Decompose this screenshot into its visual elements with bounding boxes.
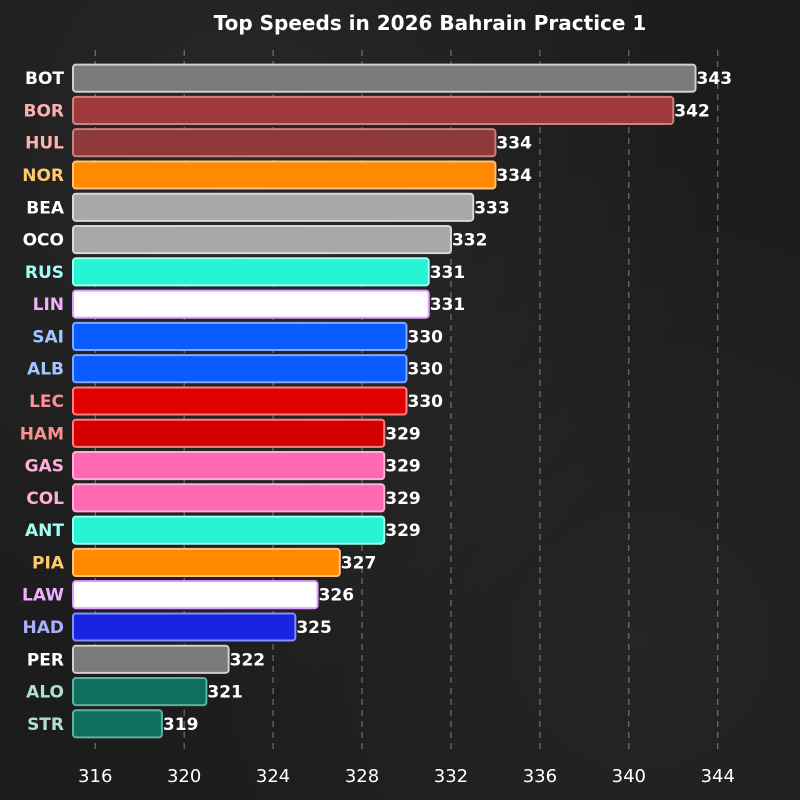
category-label: ANT [25,521,64,541]
value-label: 330 [408,392,444,412]
x-tick-label: 332 [434,766,468,787]
bar-pia [72,547,341,577]
x-tick-label: 344 [701,766,735,787]
bar-ham [72,418,386,448]
value-label: 321 [207,683,243,703]
bar-had [72,612,297,642]
category-label: OCO [23,231,64,251]
category-label: HUL [25,134,64,154]
bar-per [72,644,230,674]
bar-bor [72,95,675,125]
value-label: 325 [296,618,332,638]
bars [72,63,697,739]
category-label: GAS [25,457,64,477]
bar-alo [72,677,208,707]
bar-bot [72,63,697,93]
value-label: 329 [385,424,421,444]
value-label: 329 [385,457,421,477]
bar-alb [72,354,408,384]
value-label: 342 [674,101,710,121]
value-label: 333 [474,198,510,218]
category-label: ALO [26,683,64,703]
x-tick-label: 316 [78,766,112,787]
value-label: 332 [452,231,488,251]
bar-rus [72,257,430,287]
bar-sai [72,321,408,351]
category-label: ALB [27,360,64,380]
category-label: NOR [22,166,64,186]
category-label: LEC [29,392,64,412]
bar-str [72,709,163,739]
bar-hul [72,128,497,158]
bar-nor [72,160,497,190]
chart-title: Top Speeds in 2026 Bahrain Practice 1 [214,11,647,35]
bar-law [72,580,319,610]
value-label: 330 [408,327,444,347]
category-labels: BOT BOR HUL NOR BEA OCO RUS LIN SAI ALB LEC HAM GAS C… [20,69,65,735]
category-label: COL [26,489,64,509]
category-label: LIN [33,295,64,315]
category-label: STR [27,715,64,735]
category-label: SAI [32,327,64,347]
bar-lec [72,386,408,416]
value-label: 331 [430,295,466,315]
bar-col [72,483,386,513]
category-label: BEA [26,198,65,218]
bar-gas [72,451,386,481]
value-label: 326 [319,586,355,606]
x-tick-label: 328 [345,766,379,787]
value-label: 334 [496,166,532,186]
category-label: BOR [24,101,65,121]
bar-oco [72,225,452,255]
x-tick-label: 340 [612,766,646,787]
bar-ant [72,515,386,545]
value-label: 329 [385,489,421,509]
category-label: RUS [25,263,64,283]
category-label: HAD [23,618,65,638]
value-label: 330 [408,360,444,380]
category-label: PIA [32,553,65,573]
value-label: 329 [385,521,421,541]
category-label: PER [27,650,64,670]
category-label: BOT [25,69,64,89]
x-tick-label: 324 [256,766,290,787]
category-label: HAM [20,424,64,444]
value-label: 331 [430,263,466,283]
value-label: 343 [697,69,733,89]
x-tick-label: 320 [167,766,201,787]
x-tick-label: 336 [523,766,557,787]
value-label: 322 [230,650,266,670]
value-label: 334 [496,134,532,154]
x-axis-ticks: 316 320 324 328 332 336 340 344 [78,766,735,787]
value-labels: 343 342 334 334 333 332 331 331 330 330 330 329 329 3… [163,69,732,735]
value-label: 319 [163,715,199,735]
bar-lin [72,289,430,319]
value-label: 327 [341,553,377,573]
category-label: LAW [22,586,64,606]
bar-bea [72,192,475,222]
